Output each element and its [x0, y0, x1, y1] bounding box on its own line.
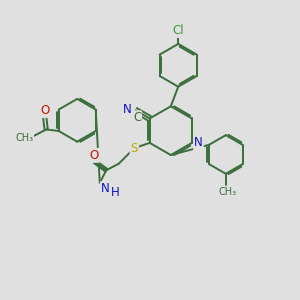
Text: O: O: [90, 149, 99, 162]
Text: CH₃: CH₃: [218, 187, 236, 197]
Text: N: N: [194, 136, 203, 149]
Text: S: S: [130, 142, 138, 155]
Text: Cl: Cl: [172, 24, 184, 37]
Text: H: H: [111, 186, 120, 199]
Text: O: O: [40, 104, 49, 117]
Text: N: N: [123, 103, 132, 116]
Text: N: N: [101, 182, 110, 195]
Text: C: C: [133, 111, 141, 124]
Text: CH₃: CH₃: [15, 134, 33, 143]
